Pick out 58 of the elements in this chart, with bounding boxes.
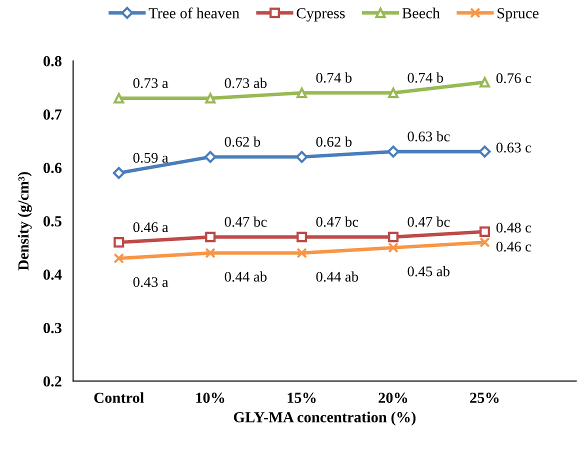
data-label: 0.74 b: [316, 72, 352, 83]
point: [204, 150, 216, 163]
legend-label: Tree of heaven: [148, 7, 240, 18]
y-tick-label: 0.6: [44, 162, 62, 174]
data-label: 0.46 c: [496, 242, 532, 252]
x-axis-title: GLY-MA concentration (%): [234, 412, 416, 426]
point: [205, 248, 216, 258]
data-label: 0.73 ab: [224, 78, 267, 88]
y-axis-title: Density (g/cm³): [18, 172, 32, 270]
data-label: 0.46 a: [133, 222, 168, 232]
data-label: 0.73 a: [133, 78, 168, 88]
data-label: 0.44 ab: [224, 271, 267, 282]
data-label: 0.59 a: [133, 152, 168, 163]
y-tick-label: 0.2: [44, 376, 62, 387]
y-tick-label: 0.7: [44, 109, 62, 120]
x-tick-label: Control: [94, 392, 144, 403]
point: [479, 226, 490, 237]
data-label: 0.74 b: [408, 72, 444, 83]
point: [205, 232, 216, 242]
y-tick-label: 0.8: [44, 56, 62, 66]
point: [114, 237, 124, 248]
point: [478, 146, 491, 158]
point: [388, 88, 399, 98]
point: [479, 237, 490, 248]
y-tick-label: 0.3: [44, 322, 62, 334]
legend-label: Beech: [402, 8, 440, 18]
point: [114, 253, 124, 264]
point: [205, 92, 216, 104]
data-label: 0.44 ab: [316, 271, 358, 282]
point: [112, 166, 125, 179]
data-label: 0.62 b: [316, 136, 352, 147]
y-tick-label: 0.5: [44, 216, 62, 227]
legend-label: Spruce: [498, 8, 538, 22]
point: [388, 242, 399, 253]
data-label: 0.43 a: [133, 277, 168, 288]
x-tick-label: 25%: [470, 392, 499, 404]
point: [388, 232, 399, 242]
data-label: 0.62 b: [224, 136, 260, 147]
point: [114, 92, 124, 104]
point: [296, 248, 308, 258]
data-label: 0.63 c: [496, 142, 532, 153]
y-tick-label: 0.4: [44, 270, 62, 280]
point: [387, 146, 400, 158]
point: [479, 76, 490, 88]
x-tick-label: 10%: [196, 392, 224, 404]
data-label: 0.48 c: [496, 222, 532, 233]
point: [296, 88, 308, 98]
data-label: 0.63 bc: [408, 131, 450, 142]
data-label: 0.47 bc: [408, 216, 450, 227]
data-label: 0.47 bc: [316, 216, 358, 227]
data-label: 0.76 c: [496, 73, 532, 84]
point: [296, 232, 308, 242]
data-label: 0.47 bc: [224, 216, 267, 227]
legend-label: Cypress: [296, 8, 345, 22]
data-label: 0.45 ab: [408, 266, 450, 276]
point: [296, 150, 308, 163]
x-tick-label: 20%: [378, 392, 408, 404]
x-tick-label: 15%: [288, 392, 316, 404]
